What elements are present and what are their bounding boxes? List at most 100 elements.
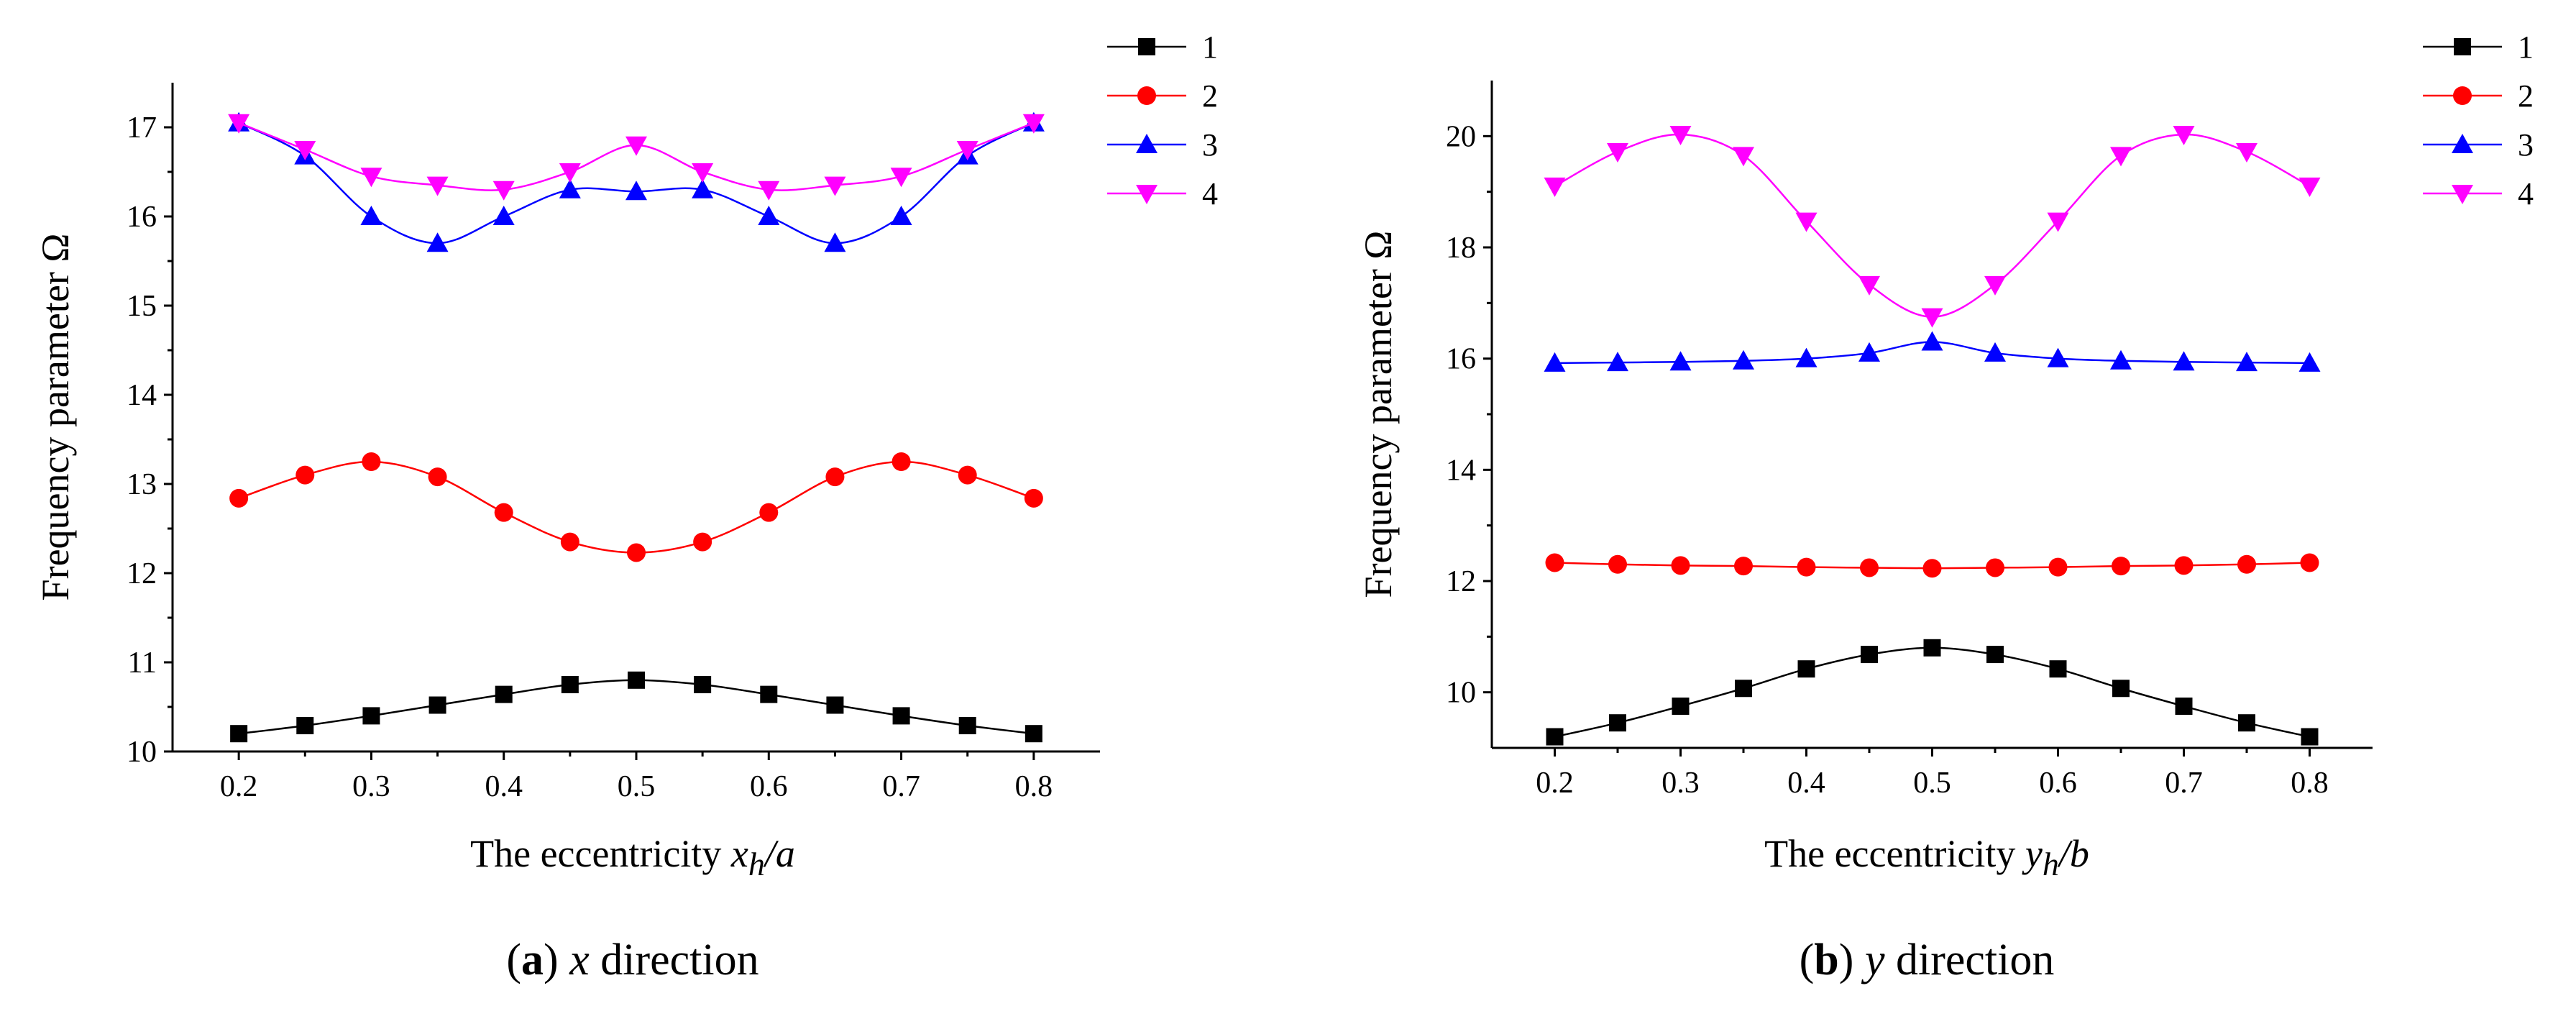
data-point-1 <box>2238 714 2255 732</box>
data-point-4 <box>360 168 382 188</box>
y-axis-title-a: Frequency parameter Ω <box>34 234 77 601</box>
x-axis-title-tail: /b <box>2057 832 2089 875</box>
series-line-2 <box>238 460 1035 554</box>
data-point-1 <box>2049 660 2067 678</box>
data-point-4 <box>1733 147 1754 167</box>
data-point-1 <box>1986 646 2004 664</box>
x-axis-title-text: The eccentricity <box>1764 832 2025 875</box>
panel-b: 0.2 0.3 0.4 0.5 0.6 0.7 0.8101214161820Frequen… <box>1357 29 2534 984</box>
caption-paren-open: ( <box>506 936 521 984</box>
data-point-1 <box>230 725 248 743</box>
legend-marker <box>2454 38 2471 55</box>
data-point-1 <box>1797 660 1815 678</box>
legend-item-2-b: 2 <box>2423 78 2534 114</box>
caption-var: x <box>569 936 590 984</box>
legend-label: 2 <box>2518 78 2534 114</box>
x-tick-label-b: 0.6 <box>2039 767 2077 800</box>
data-point-2 <box>362 452 381 471</box>
data-point-2 <box>295 465 315 485</box>
data-point-1 <box>628 671 645 689</box>
series-2-a <box>229 452 1043 562</box>
legend-label: 1 <box>2518 29 2534 65</box>
legend-marker <box>1138 38 1155 55</box>
caption-paren-open: ( <box>1800 936 1815 984</box>
series-1-a <box>230 671 1042 743</box>
x-axis-title-tail: /a <box>763 832 795 875</box>
series-3-b <box>1544 331 2321 372</box>
legend-marker <box>1136 134 1158 153</box>
y-tick-label-a: 14 <box>127 379 157 412</box>
data-point-3 <box>2236 352 2258 372</box>
data-point-3 <box>758 206 780 225</box>
data-point-1 <box>1923 639 1941 657</box>
y-tick-label-a: 15 <box>127 290 157 323</box>
data-point-4 <box>956 141 978 160</box>
data-point-2 <box>2237 554 2256 574</box>
caption-rest: direction <box>590 936 759 984</box>
data-point-3 <box>559 178 581 198</box>
x-tick-label-a: 0.2 <box>220 770 258 803</box>
data-point-1 <box>428 696 446 714</box>
x-tick-label-a: 0.7 <box>882 770 920 803</box>
x-axis-title-sub: h <box>748 846 765 882</box>
legend-item-1-a: 1 <box>1107 29 1218 65</box>
legend-marker <box>1137 86 1156 105</box>
legend-marker <box>2453 86 2472 105</box>
data-point-1 <box>561 676 579 693</box>
legend-item-1-b: 1 <box>2423 29 2534 65</box>
data-point-1 <box>826 696 844 714</box>
data-point-3 <box>1669 351 1692 371</box>
data-point-2 <box>2048 557 2068 577</box>
data-point-4 <box>1669 126 1692 146</box>
data-point-3 <box>625 181 647 201</box>
data-point-2 <box>1797 557 1816 577</box>
y-tick-label-b: 16 <box>1446 343 1476 376</box>
data-point-4 <box>890 168 912 188</box>
data-point-1 <box>694 676 712 693</box>
y-tick-label-a: 13 <box>127 468 157 501</box>
data-point-3 <box>360 206 382 225</box>
data-point-4 <box>1921 308 1943 328</box>
y-tick-label-b: 20 <box>1446 120 1476 153</box>
data-point-4 <box>426 176 449 196</box>
caption-letter: a <box>521 936 544 984</box>
data-point-3 <box>426 232 449 252</box>
x-tick-label-b: 0.2 <box>1536 767 1574 800</box>
data-point-2 <box>2174 556 2194 575</box>
data-point-2 <box>1671 556 1690 575</box>
data-point-2 <box>1024 488 1043 508</box>
data-point-2 <box>560 532 579 552</box>
legend-item-2-a: 2 <box>1107 78 1218 114</box>
data-point-1 <box>495 685 513 703</box>
legend-item-3-b: 3 <box>2423 127 2534 163</box>
data-point-3 <box>492 206 515 225</box>
legend-marker <box>2452 134 2473 153</box>
x-tick-label-b: 0.4 <box>1787 767 1825 800</box>
data-point-4 <box>1795 212 1818 232</box>
x-axis-title-var: x <box>730 832 748 875</box>
legend-label: 1 <box>1202 29 1218 65</box>
data-point-1 <box>1861 646 1878 664</box>
data-point-2 <box>825 467 845 487</box>
data-point-3 <box>1984 342 2006 362</box>
legend-label: 3 <box>1202 127 1218 163</box>
x-tick-label-a: 0.5 <box>618 770 656 803</box>
panel-a: 0.2 0.3 0.4 0.5 0.6 0.7 0.81011121314151617Fre… <box>34 29 1218 984</box>
data-point-2 <box>1545 553 1564 572</box>
data-point-3 <box>1921 331 1943 351</box>
y-tick-label-a: 12 <box>127 557 157 590</box>
data-point-1 <box>2175 698 2193 715</box>
legend-label: 4 <box>2518 176 2534 211</box>
data-point-4 <box>1022 114 1045 134</box>
legend-item-4-a: 4 <box>1107 176 1218 211</box>
data-point-4 <box>228 114 250 134</box>
y-tick-label-a: 16 <box>127 201 157 234</box>
data-point-3 <box>692 178 714 198</box>
series-4-a <box>228 114 1045 201</box>
data-point-4 <box>2047 212 2069 232</box>
data-point-2 <box>1922 559 1942 578</box>
data-point-1 <box>1672 698 1690 715</box>
x-tick-label-a: 0.3 <box>352 770 390 803</box>
y-tick-label-b: 14 <box>1446 454 1476 487</box>
data-point-3 <box>1607 352 1628 372</box>
